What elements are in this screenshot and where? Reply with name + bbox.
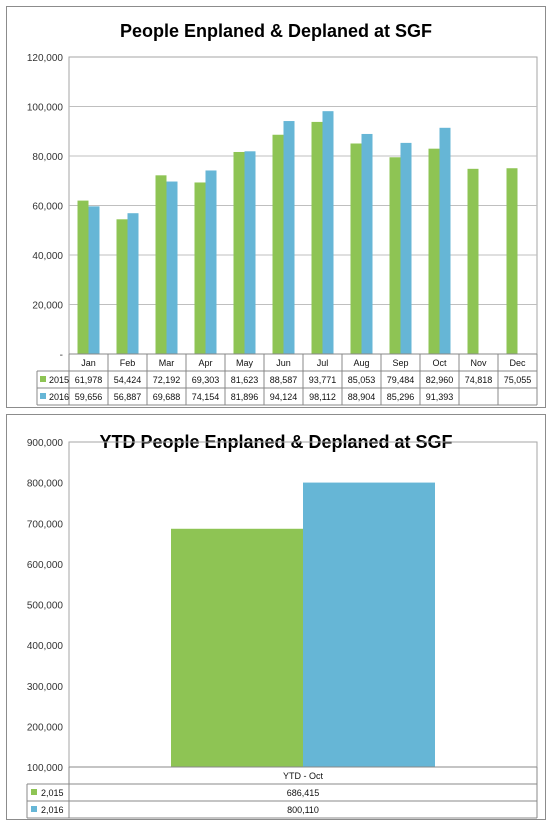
data-table-value: 72,192: [153, 375, 181, 385]
data-table-value: 686,415: [287, 788, 320, 798]
data-table-value: 85,296: [387, 392, 415, 402]
data-table-value: 54,424: [114, 375, 142, 385]
data-table-value: 94,124: [270, 392, 298, 402]
bar-2015-oct: [428, 148, 440, 354]
y-tick-label: 20,000: [32, 301, 63, 312]
x-category-label: Feb: [120, 358, 136, 368]
legend-label: 2016: [49, 392, 69, 402]
bar-2016-may: [244, 151, 256, 354]
y-tick-label: 100,000: [27, 103, 64, 114]
data-table-value: 98,112: [309, 392, 336, 402]
data-table-value: 91,393: [426, 392, 454, 402]
y-tick-label: 700,000: [27, 519, 64, 530]
legend-key-2,016: [31, 806, 37, 812]
x-category-label: Sep: [392, 358, 408, 368]
data-table-value: 85,053: [348, 375, 376, 385]
data-table-value: 61,978: [75, 375, 103, 385]
data-table-value: 88,587: [270, 375, 298, 385]
data-table-value: 69,688: [153, 392, 181, 402]
bar-2015-jul: [311, 121, 323, 354]
x-category-label: Jul: [317, 358, 329, 368]
y-tick-label: 40,000: [32, 251, 63, 262]
bar-2016-jun: [283, 121, 295, 355]
data-table-value: 82,960: [426, 375, 454, 385]
y-tick-label: 500,000: [27, 601, 64, 612]
x-category-label: Mar: [159, 358, 175, 368]
bar-2016-oct: [439, 127, 451, 354]
legend-label: 2,016: [41, 805, 64, 815]
y-tick-label: 80,000: [32, 152, 63, 163]
legend-key-2015: [40, 376, 46, 382]
y-tick-label: 300,000: [27, 682, 64, 693]
x-category-label: Dec: [509, 358, 526, 368]
monthly-chart: People Enplaned & Deplaned at SGF 120,000…: [27, 21, 538, 406]
bar-2015-feb: [116, 219, 128, 354]
data-table-value: 81,896: [231, 392, 259, 402]
bar-2016-mar: [166, 181, 178, 354]
bar-ytd-2,016: [303, 482, 435, 767]
x-category-label: Apr: [198, 358, 212, 368]
bar-2016-jan: [88, 206, 100, 354]
x-category-label: Oct: [432, 358, 447, 368]
x-category-label: Aug: [353, 358, 369, 368]
y-tick-label: 800,000: [27, 479, 64, 490]
bar-2016-aug: [361, 133, 373, 354]
x-category-label: May: [236, 358, 254, 368]
data-table-value: 93,771: [309, 375, 337, 385]
y-tick-label: -: [60, 350, 63, 361]
bar-2015-sep: [389, 157, 401, 354]
bar-2015-jan: [77, 200, 89, 354]
bar-2016-feb: [127, 213, 139, 354]
data-table-value: 74,154: [192, 392, 220, 402]
y-tick-label: 100,000: [27, 763, 64, 774]
bar-2016-apr: [205, 170, 217, 354]
bar-2016-jul: [322, 111, 334, 355]
y-tick-label: 400,000: [27, 641, 64, 652]
x-category-label: Jan: [81, 358, 96, 368]
data-table-value: 74,818: [465, 375, 493, 385]
data-table-value: 79,484: [387, 375, 415, 385]
y-tick-label: 900,000: [27, 438, 64, 449]
ytd-chart-panel: YTD People Enplaned & Deplaned at SGF 900…: [6, 414, 546, 820]
y-tick-label: 600,000: [27, 560, 64, 571]
data-table-value: 800,110: [287, 805, 319, 815]
y-tick-label: 60,000: [32, 202, 63, 213]
x-category-label: Nov: [470, 358, 487, 368]
bar-2015-nov: [467, 168, 479, 354]
x-category-label: Jun: [276, 358, 291, 368]
data-table-value: 88,904: [348, 392, 376, 402]
bar-2015-aug: [350, 143, 362, 354]
data-table-value: 56,887: [114, 392, 142, 402]
legend-label: 2015: [49, 375, 69, 385]
bar-2015-dec: [506, 168, 518, 354]
x-category-label: YTD - Oct: [283, 771, 323, 781]
bar-2015-jun: [272, 134, 284, 354]
data-table-value: 75,055: [504, 375, 532, 385]
data-table-value: 81,623: [231, 375, 259, 385]
y-tick-label: 200,000: [27, 722, 64, 733]
bar-2015-apr: [194, 182, 206, 354]
legend-label: 2,015: [41, 788, 64, 798]
bar-ytd-2,015: [171, 528, 303, 767]
data-table-value: 59,656: [75, 392, 103, 402]
bar-2015-mar: [155, 175, 167, 354]
data-table-value: 69,303: [192, 375, 220, 385]
monthly-chart-panel: People Enplaned & Deplaned at SGF 120,000…: [6, 6, 546, 408]
legend-key-2,015: [31, 789, 37, 795]
legend-key-2016: [40, 393, 46, 399]
bar-2015-may: [233, 151, 245, 354]
y-tick-label: 120,000: [27, 53, 64, 64]
chart-title: People Enplaned & Deplaned at SGF: [120, 21, 432, 41]
ytd-chart: YTD People Enplaned & Deplaned at SGF900…: [26, 432, 538, 819]
bar-2016-sep: [400, 142, 412, 354]
